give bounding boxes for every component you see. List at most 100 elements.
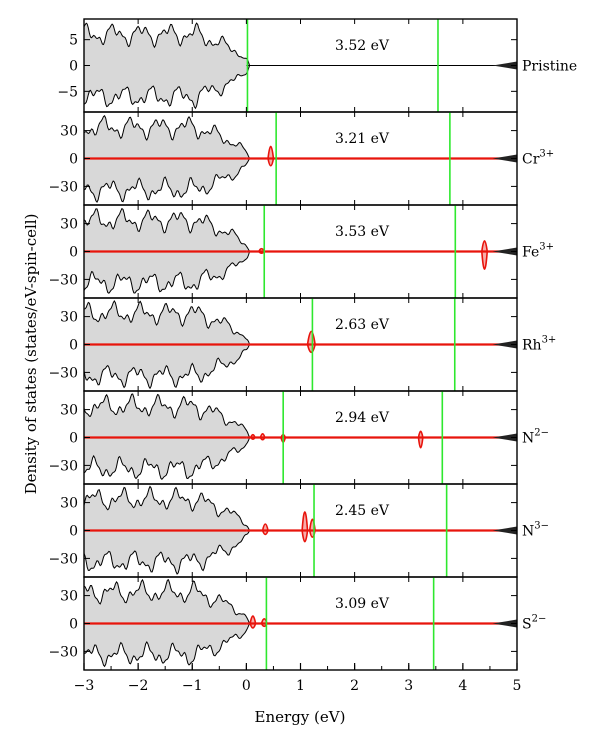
panel-1: −30 0 30 3.21 eV Cr3+ <box>48 111 554 206</box>
gap-label: 2.45 eV <box>335 503 390 519</box>
gap-label: 2.94 eV <box>335 410 390 426</box>
panel-label: Fe3+ <box>522 242 554 261</box>
cb-tail <box>492 619 517 628</box>
total-dos-area <box>84 23 250 109</box>
panel-label-sup: 3+ <box>539 242 554 253</box>
total-dos-spin-up-line <box>84 578 251 624</box>
y-tick-label: −30 <box>48 644 78 660</box>
dopant-peak <box>259 432 266 441</box>
panel-plot-area <box>84 112 517 205</box>
y-tick-label: 30 <box>60 124 78 140</box>
panel-2: −30 0 30 3.53 eV Fe3+ <box>48 204 554 299</box>
panel-plot-area <box>84 205 517 298</box>
total-dos-spin-down-line <box>84 437 251 481</box>
x-axis: −3 −2 −1 0 1 2 3 4 5 <box>74 663 522 694</box>
panel-6: −30 0 30 3.09 eV S2− <box>48 576 546 671</box>
panel-label: Pristine <box>522 59 577 75</box>
panel-label-base: Cr <box>522 152 540 168</box>
x-tick-label: 5 <box>513 678 522 694</box>
panel-4: −30 0 30 2.94 eV N2− <box>48 390 549 485</box>
cb-tail <box>492 247 517 256</box>
dopant-peak <box>261 523 269 536</box>
panel-label-base: N <box>522 524 534 540</box>
dopant-peak <box>257 247 266 254</box>
y-tick-label: 0 <box>69 338 78 354</box>
y-tick-label: 5 <box>69 33 78 49</box>
gap-label: 2.63 eV <box>335 317 390 333</box>
panel-plot-area <box>84 391 517 484</box>
panel-label-sup: 3− <box>534 521 549 532</box>
gap-label: 3.09 eV <box>335 596 390 612</box>
panel-label-base: Rh <box>522 338 542 354</box>
total-dos-spin-down-line <box>84 65 251 110</box>
x-tick-label: 3 <box>404 678 413 694</box>
y-tick-label: 0 <box>69 524 78 540</box>
y-tick-label: 30 <box>60 403 78 419</box>
cb-tail <box>492 340 517 349</box>
gap-label: 3.21 eV <box>335 131 390 147</box>
panel-plot-area <box>84 19 517 112</box>
dopant-peak <box>249 615 257 629</box>
x-axis-title: Energy (eV) <box>255 708 346 726</box>
x-tick-label: 1 <box>296 678 305 694</box>
y-tick-label: −30 <box>48 179 78 195</box>
dopant-peak <box>306 330 316 354</box>
y-tick-label: 30 <box>60 310 78 326</box>
cb-tail <box>492 61 517 70</box>
panel-label-base: Fe <box>522 245 539 261</box>
panel-label-sup: 3+ <box>539 149 554 160</box>
cb-tail <box>492 154 517 163</box>
y-tick-label: −30 <box>48 365 78 381</box>
panel-label: N2− <box>522 428 549 447</box>
panel-label: N3− <box>522 521 549 540</box>
panel-label: S2− <box>522 614 546 633</box>
cb-tail <box>492 433 517 442</box>
panel-plot-area <box>84 298 517 391</box>
y-tick-label: 30 <box>60 496 78 512</box>
panel-label-base: S <box>522 617 532 633</box>
panel-label-sup: 3+ <box>542 335 557 346</box>
total-dos-spin-down-line <box>84 344 251 390</box>
y-axis-title: Density of states (states/eV-spin-cell) <box>22 214 40 495</box>
x-tick-label: −1 <box>182 678 203 694</box>
panel-3: −30 0 30 2.63 eV Rh3+ <box>48 297 556 392</box>
gap-label: 3.53 eV <box>335 224 390 240</box>
x-tick-label: 0 <box>242 678 251 694</box>
panel-plot-area <box>84 577 517 670</box>
total-dos-spin-up-line <box>84 22 251 66</box>
dopant-peak <box>267 145 275 167</box>
total-dos-spin-down-line <box>84 158 251 204</box>
x-tick-label: 4 <box>458 678 467 694</box>
total-dos-spin-up-line <box>84 115 251 159</box>
y-tick-label: 0 <box>69 59 78 75</box>
panel-plot-area <box>84 484 517 577</box>
y-tick-label: −5 <box>57 84 78 100</box>
total-dos-spin-up-line <box>84 207 251 252</box>
total-dos-spin-down-line <box>84 251 251 294</box>
dopant-peak <box>481 240 489 270</box>
y-tick-label: 0 <box>69 617 78 633</box>
panel-label-sup: 2− <box>534 428 549 439</box>
y-tick-label: 0 <box>69 245 78 261</box>
y-tick-label: 0 <box>69 431 78 447</box>
panel-label-sup: 2− <box>532 614 547 625</box>
dopant-peak <box>301 511 309 543</box>
y-tick-label: −30 <box>48 551 78 567</box>
total-dos-spin-up-line <box>84 485 251 531</box>
panel-label: Rh3+ <box>522 335 556 354</box>
total-dos-spin-down-line <box>84 623 251 668</box>
x-tick-label: 2 <box>350 678 359 694</box>
dopant-peak <box>417 430 424 449</box>
y-tick-label: −30 <box>48 272 78 288</box>
panel-0: −5 0 5 3.52 eV Pristine <box>57 18 577 113</box>
cb-tail <box>492 526 517 535</box>
y-tick-label: 30 <box>60 217 78 233</box>
y-tick-label: 0 <box>69 152 78 168</box>
y-tick-label: −30 <box>48 458 78 474</box>
y-tick-label: 30 <box>60 589 78 605</box>
x-tick-label: −2 <box>128 678 149 694</box>
total-dos-spin-down-line <box>84 530 251 575</box>
panel-label: Cr3+ <box>522 149 554 168</box>
